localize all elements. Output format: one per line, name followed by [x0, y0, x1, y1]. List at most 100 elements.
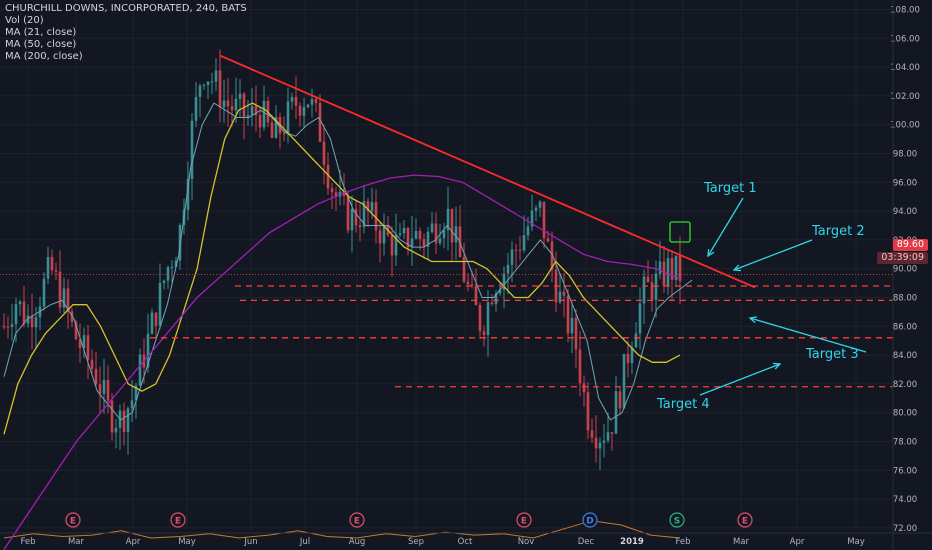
candle-body	[598, 442, 602, 449]
candle-body	[314, 99, 318, 104]
candle-body	[326, 164, 330, 189]
candle-body	[74, 321, 78, 340]
y-tick-label: 98.00	[893, 150, 917, 160]
legend-volume[interactable]: Vol (20)	[5, 15, 44, 26]
candle-body	[106, 380, 110, 401]
legend-ma21[interactable]: MA (21, close)	[5, 27, 77, 38]
candle-body	[366, 201, 370, 212]
target-label: Target 1	[703, 181, 757, 196]
candle-body	[46, 256, 50, 279]
candle-body	[678, 255, 682, 282]
candle-body	[270, 122, 274, 138]
target-label: Target 4	[656, 397, 710, 412]
target-arrow	[733, 239, 813, 271]
candle-body	[638, 303, 642, 334]
x-tick-label: Apr	[790, 537, 805, 547]
candle-body	[594, 437, 598, 449]
candle-body	[530, 210, 534, 227]
candle-body	[650, 282, 654, 300]
candle-body	[558, 291, 562, 303]
x-tick-label: Feb	[20, 537, 35, 547]
last-price-tag: 89.60	[892, 239, 928, 251]
candle-body	[334, 192, 338, 197]
candle-body	[226, 100, 230, 107]
event-marker-letter: E	[70, 517, 76, 527]
y-tick-label: 84.00	[893, 351, 917, 361]
y-tick-label: 74.00	[893, 495, 917, 505]
candle-body	[110, 400, 114, 433]
candle-body	[34, 317, 38, 328]
candle-body	[646, 276, 650, 283]
candle-body	[574, 317, 578, 350]
candle-body	[170, 266, 174, 268]
candle-body	[590, 430, 594, 438]
y-tick-label: 96.00	[893, 178, 917, 188]
candle-body	[566, 295, 570, 334]
candle-body	[14, 304, 18, 325]
candle-body	[10, 324, 14, 327]
x-tick-label: Aug	[349, 537, 366, 547]
candle-body	[406, 227, 410, 248]
candle-body	[246, 114, 250, 117]
candle-body	[146, 333, 150, 368]
candle-body	[318, 103, 322, 142]
symbol-title[interactable]: CHURCHILL DOWNS, INCORPORATED, 240, BATS	[5, 3, 247, 14]
x-tick-label: Nov	[518, 537, 535, 547]
time-axis[interactable]: Feb Mar Apr May Jun Jul Aug Sep Oct Nov Dec 2019 Feb…	[0, 532, 932, 547]
y-tick-label: 80.00	[893, 409, 917, 419]
price-axis[interactable]: 108.00 106.00 104.00 102.00 100.00 98.00 96.00…	[890, 0, 920, 550]
x-tick-label: Jul	[299, 537, 310, 547]
candle-body	[630, 347, 634, 364]
ma50-line	[3, 102, 681, 435]
candle-body	[442, 230, 446, 239]
candle-body	[238, 93, 242, 99]
x-tick-label: May	[847, 537, 865, 547]
candle-body	[202, 85, 206, 87]
target-arrowhead	[748, 316, 758, 324]
candle-body	[222, 100, 226, 108]
x-tick-label: Mar	[733, 537, 750, 547]
volume-ma-line	[3, 520, 681, 539]
legend-ma200[interactable]: MA (200, close)	[5, 51, 83, 62]
candle-body	[38, 306, 42, 318]
candle-body	[482, 331, 486, 335]
candle-body	[230, 106, 234, 111]
candle-body	[410, 238, 414, 248]
y-tick-label: 90.00	[893, 265, 917, 275]
candle-body	[390, 235, 394, 256]
candle-body	[666, 258, 670, 287]
candle-body	[434, 223, 438, 244]
candle-body	[274, 117, 278, 138]
candle-body	[418, 230, 422, 240]
candle-body	[578, 349, 582, 384]
y-tick-label: 104.00	[890, 63, 920, 73]
y-tick-label: 106.00	[890, 34, 920, 44]
candle-body	[514, 249, 518, 251]
candle-body	[446, 208, 450, 231]
candle-body	[114, 427, 118, 433]
candle-body	[362, 201, 366, 228]
candle-body	[430, 223, 434, 232]
legend-ma50[interactable]: MA (50, close)	[5, 39, 77, 50]
y-tick-label: 78.00	[893, 438, 917, 448]
candle-body	[602, 440, 606, 443]
candle-body	[606, 432, 610, 441]
y-tick-label: 82.00	[893, 380, 917, 390]
resistance-trendline	[219, 54, 756, 289]
candle-body	[382, 225, 386, 244]
candle-body	[546, 238, 550, 242]
candle-body	[54, 270, 58, 272]
candle-body	[218, 70, 222, 108]
x-tick-label: Sep	[408, 537, 424, 547]
candle-body	[626, 353, 630, 364]
event-marker	[669, 512, 685, 528]
y-tick-label: 94.00	[893, 207, 917, 217]
candle-body	[186, 178, 190, 210]
target-arrow	[699, 363, 781, 396]
event-marker	[349, 512, 365, 528]
event-marker-letter: D	[586, 517, 593, 527]
event-marker	[170, 512, 186, 528]
candle-body	[518, 249, 522, 251]
